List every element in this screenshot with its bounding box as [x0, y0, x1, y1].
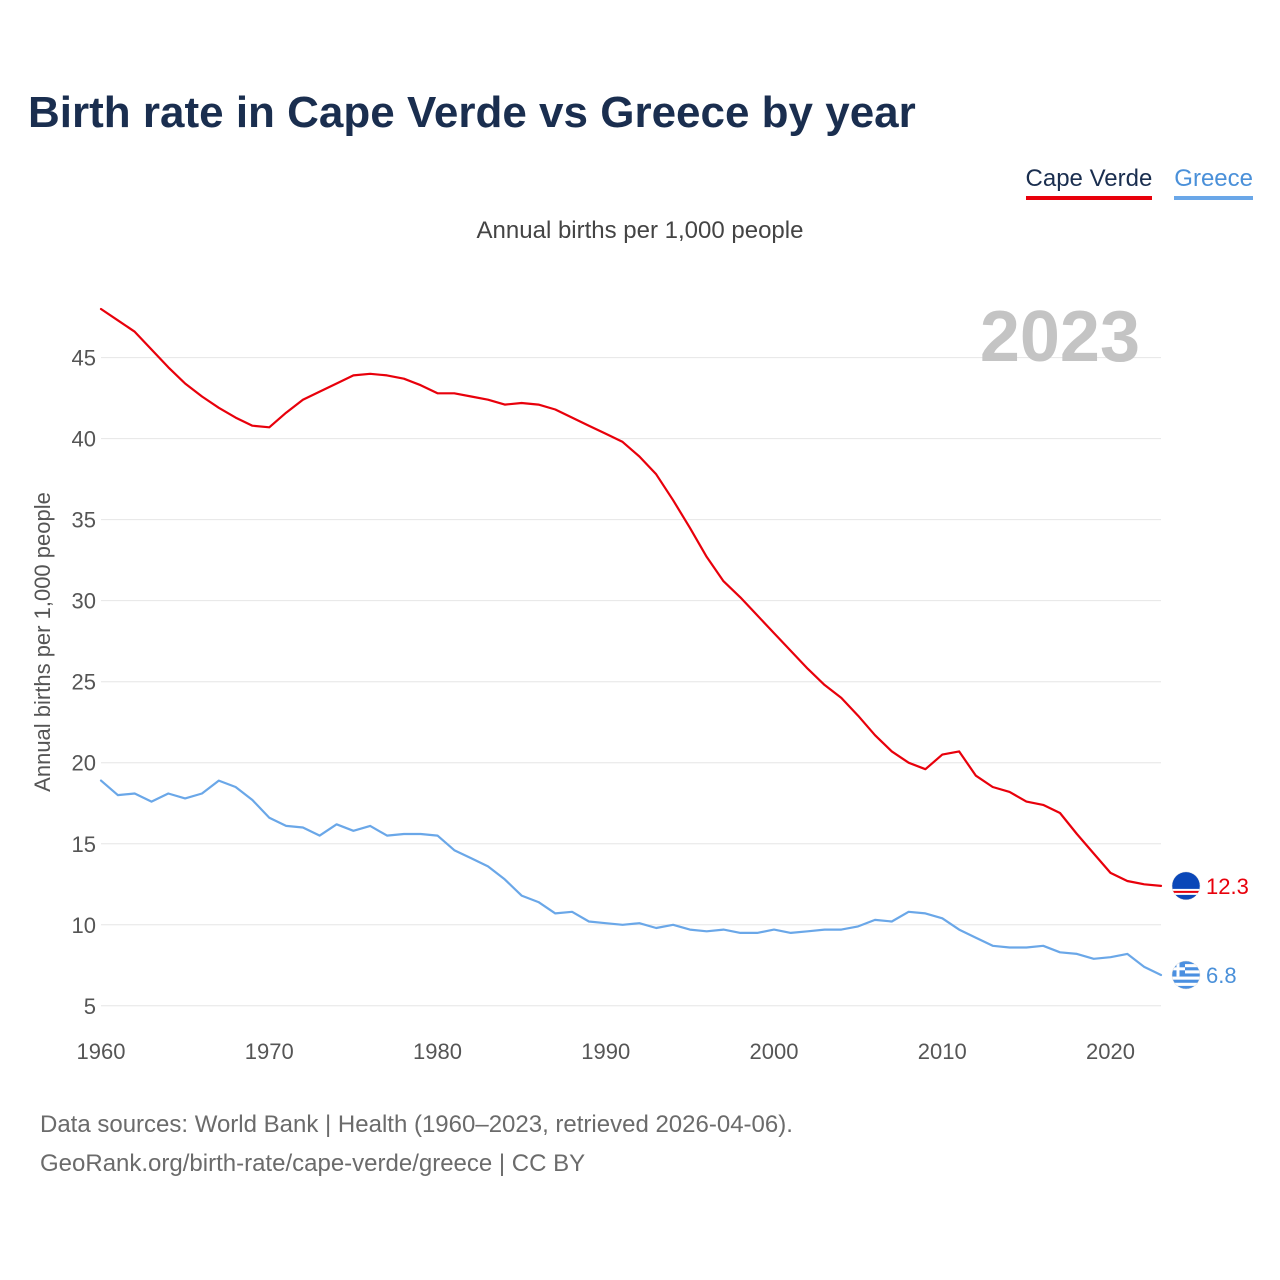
chart-subtitle: Annual births per 1,000 people	[476, 217, 804, 244]
y-tick-label-40: 40	[72, 427, 96, 452]
x-tick-label-1960: 1960	[77, 1039, 126, 1064]
chart-title: Birth rate in Cape Verde vs Greece by ye…	[28, 88, 916, 137]
cape-verde-end-label: 12.3	[1206, 874, 1249, 899]
x-tick-label-2000: 2000	[750, 1039, 799, 1064]
series-line-cape-verde	[99, 307, 1163, 888]
x-tick-label-1970: 1970	[245, 1039, 294, 1064]
year-label: 2023	[980, 297, 1140, 377]
greece-flag-border	[1171, 960, 1201, 990]
cape-verde-flag-icon	[1172, 871, 1200, 900]
legend: Cape Verde Greece	[1025, 165, 1253, 200]
greece-end-label: 6.8	[1206, 963, 1237, 988]
series-line-greece	[99, 779, 1163, 977]
x-tick-label-1990: 1990	[581, 1039, 630, 1064]
footer: Data sources: World Bank | Health (1960–…	[40, 1105, 793, 1183]
cape-verde-flag-border	[1171, 871, 1201, 901]
x-tick-label-2020: 2020	[1086, 1039, 1135, 1064]
legend-item-cape-verde[interactable]: Cape Verde	[1025, 165, 1153, 200]
y-tick-label-35: 35	[72, 508, 96, 533]
y-tick-label-10: 10	[72, 913, 96, 938]
y-tick-label-15: 15	[72, 832, 96, 857]
y-tick-label-25: 25	[72, 670, 96, 695]
x-tick-label-2010: 2010	[918, 1039, 967, 1064]
y-tick-label-20: 20	[72, 751, 96, 776]
y-tick-label-5: 5	[84, 994, 96, 1019]
y-axis-title: Annual births per 1,000 people	[30, 492, 55, 792]
y-tick-label-45: 45	[72, 346, 96, 371]
y-tick-label-30: 30	[72, 589, 96, 614]
x-tick-label-1980: 1980	[413, 1039, 462, 1064]
url-line[interactable]: GeoRank.org/birth-rate/cape-verde/greece…	[40, 1150, 586, 1177]
source-line: Data sources: World Bank | Health (1960–…	[40, 1111, 793, 1138]
legend-item-greece[interactable]: Greece	[1174, 165, 1253, 200]
